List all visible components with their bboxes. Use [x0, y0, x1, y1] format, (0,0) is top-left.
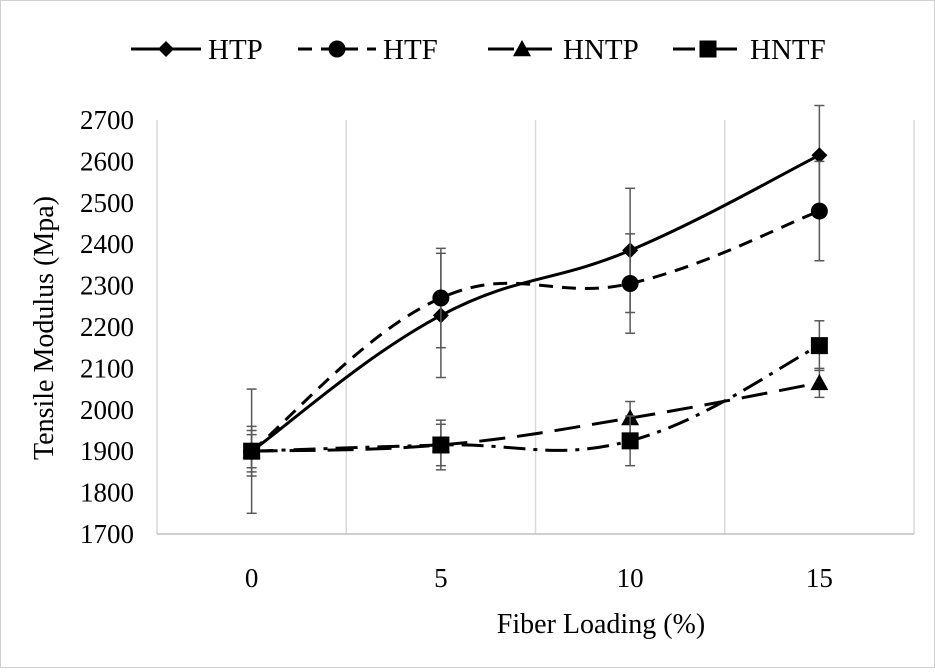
- y-axis-title: Tensile Modulus (Mpa): [29, 196, 60, 460]
- data-point: [810, 337, 828, 355]
- legend-label: HTF: [383, 34, 438, 66]
- legend-item-hntf: HNTF: [673, 34, 826, 66]
- legend-item-hntp: HNTP: [488, 34, 639, 66]
- series-layer: [242, 104, 829, 515]
- legend-item-htp: HTP: [131, 34, 263, 66]
- data-point: [432, 289, 450, 307]
- legend: HTP HTF HNTP HNTF: [131, 34, 826, 66]
- y-tick-label: 2700: [80, 105, 134, 135]
- data-point: [621, 432, 639, 450]
- series-line: [250, 153, 821, 453]
- y-tick-label: 1700: [80, 519, 134, 549]
- legend-marker: [513, 40, 531, 57]
- data-point: [810, 373, 829, 391]
- x-tick-label: 10: [617, 563, 644, 593]
- y-tick-label: 2200: [80, 312, 134, 342]
- legend-label: HTP: [208, 34, 263, 66]
- data-point: [432, 436, 450, 454]
- x-axis-title: Fiber Loading (%): [497, 609, 705, 640]
- legend-label: HNTF: [750, 34, 826, 66]
- legend-label: HNTP: [563, 34, 639, 66]
- y-tick-label: 1800: [80, 478, 134, 508]
- y-tick-label: 2100: [80, 353, 134, 383]
- data-point: [811, 147, 828, 164]
- series-line: [250, 209, 820, 453]
- axis-layer: 1700 1800 1900 2000 2100 2200 2300 2400 2500 2600…: [80, 105, 914, 593]
- y-tick-label: 2000: [80, 395, 134, 425]
- series-hntf: [243, 320, 828, 473]
- legend-marker: [328, 40, 346, 58]
- x-tick-label: 5: [434, 563, 448, 593]
- y-tick-label: 2600: [80, 146, 134, 176]
- y-tick-label: 2300: [80, 271, 134, 301]
- y-tick-label: 1900: [80, 436, 134, 466]
- y-tick-label: 2500: [80, 188, 134, 218]
- legend-marker: [158, 41, 174, 57]
- data-point: [621, 275, 639, 293]
- x-tick-label: 0: [245, 563, 259, 593]
- x-tick-label: 15: [806, 563, 833, 593]
- data-point: [810, 202, 828, 220]
- series-line: [251, 381, 820, 453]
- grid-layer: [156, 120, 915, 534]
- legend-item-htf: HTF: [298, 34, 438, 66]
- y-tick-label: 2400: [80, 229, 134, 259]
- legend-marker: [699, 40, 717, 58]
- data-point: [243, 442, 261, 460]
